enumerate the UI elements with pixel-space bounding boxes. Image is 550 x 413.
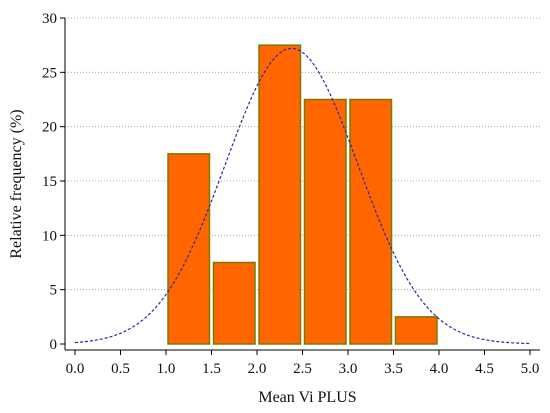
y-axis-title: Relative frequency (%) bbox=[8, 109, 25, 258]
x-tick-label: 1.5 bbox=[202, 361, 221, 377]
x-tick-label: 0.0 bbox=[66, 361, 85, 377]
histogram-bar bbox=[303, 98, 347, 345]
y-tick-label: 30 bbox=[42, 11, 57, 27]
normal-curve bbox=[74, 47, 531, 345]
histogram-bar bbox=[394, 316, 438, 345]
bars bbox=[167, 44, 438, 345]
x-tick-label: 0.5 bbox=[111, 361, 130, 377]
y-tick-label: 5 bbox=[50, 283, 58, 299]
histogram-bar bbox=[212, 261, 256, 345]
y-tick-label: 15 bbox=[42, 174, 57, 190]
x-tick-label: 3.0 bbox=[339, 361, 358, 377]
x-tick-label: 1.0 bbox=[157, 361, 176, 377]
y-tick-label: 20 bbox=[42, 120, 57, 136]
grid-lines bbox=[65, 17, 540, 291]
x-tick-label: 4.0 bbox=[430, 361, 449, 377]
y-tick-label: 0 bbox=[50, 337, 58, 353]
y-ticks: 0 5 10 15 20 25 30 bbox=[42, 11, 65, 353]
y-tick-label: 25 bbox=[42, 65, 57, 81]
x-tick-label: 2.0 bbox=[248, 361, 267, 377]
x-tick-label: 3.5 bbox=[384, 361, 403, 377]
histogram-bar bbox=[349, 98, 393, 345]
y-tick-label: 10 bbox=[42, 228, 57, 244]
x-tick-label: 2.5 bbox=[293, 361, 312, 377]
x-ticks: 0.0 0.5 1.0 1.5 2.0 2.5 3.0 3.5 4.0 4.5 5.0 bbox=[66, 350, 540, 377]
x-tick-label: 4.5 bbox=[475, 361, 494, 377]
histogram-bar bbox=[258, 44, 302, 345]
x-tick-label: 5.0 bbox=[521, 361, 540, 377]
histogram-bar bbox=[167, 153, 211, 345]
x-axis-title: Mean Vi PLUS bbox=[258, 389, 356, 406]
